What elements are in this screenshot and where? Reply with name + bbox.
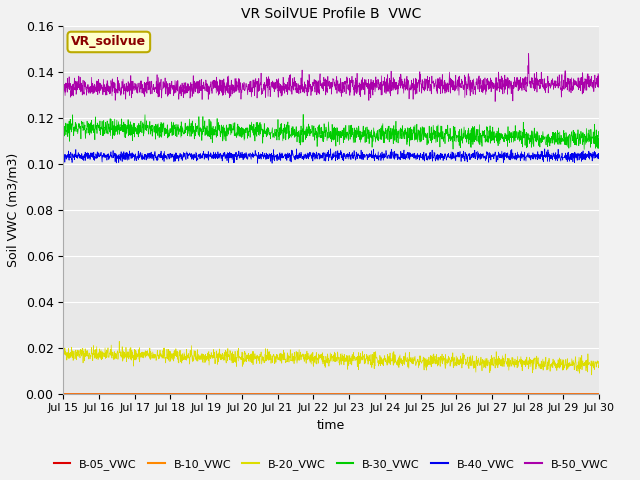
B-05_VWC bbox=[579, 391, 587, 396]
B-05_VWC bbox=[87, 391, 95, 396]
B-50_VWC bbox=[320, 74, 328, 80]
B-20_VWC bbox=[60, 349, 67, 355]
B-50_VWC bbox=[87, 90, 95, 96]
B-40_VWC bbox=[482, 155, 490, 160]
B-40_VWC bbox=[306, 149, 314, 155]
B-10_VWC bbox=[580, 391, 588, 396]
B-20_VWC bbox=[588, 372, 595, 378]
B-30_VWC bbox=[580, 130, 588, 136]
B-10_VWC bbox=[481, 391, 489, 396]
Line: B-40_VWC: B-40_VWC bbox=[63, 149, 599, 163]
B-10_VWC bbox=[320, 391, 328, 396]
X-axis label: time: time bbox=[317, 419, 346, 432]
B-10_VWC bbox=[60, 391, 67, 396]
B-40_VWC bbox=[595, 156, 603, 162]
Line: B-30_VWC: B-30_VWC bbox=[63, 114, 599, 149]
B-40_VWC bbox=[268, 160, 276, 166]
B-20_VWC bbox=[595, 365, 603, 371]
B-40_VWC bbox=[60, 155, 67, 161]
B-20_VWC bbox=[482, 360, 490, 365]
B-40_VWC bbox=[580, 156, 588, 162]
B-50_VWC bbox=[580, 87, 588, 93]
B-50_VWC bbox=[580, 79, 588, 84]
Y-axis label: Soil VWC (m3/m3): Soil VWC (m3/m3) bbox=[7, 153, 20, 267]
B-20_VWC bbox=[306, 352, 314, 358]
B-50_VWC bbox=[525, 50, 532, 56]
B-30_VWC bbox=[87, 129, 95, 135]
Line: B-20_VWC: B-20_VWC bbox=[63, 341, 599, 375]
B-10_VWC bbox=[579, 391, 587, 396]
B-40_VWC bbox=[580, 153, 588, 159]
B-30_VWC bbox=[595, 134, 603, 140]
B-20_VWC bbox=[320, 359, 328, 364]
B-30_VWC bbox=[306, 133, 314, 139]
B-20_VWC bbox=[580, 361, 588, 367]
B-20_VWC bbox=[115, 338, 123, 344]
B-50_VWC bbox=[60, 91, 67, 96]
B-20_VWC bbox=[87, 352, 95, 358]
B-50_VWC bbox=[492, 98, 499, 104]
B-30_VWC bbox=[300, 111, 307, 117]
Legend: B-05_VWC, B-10_VWC, B-20_VWC, B-30_VWC, B-40_VWC, B-50_VWC: B-05_VWC, B-10_VWC, B-20_VWC, B-30_VWC, … bbox=[49, 454, 613, 474]
B-10_VWC bbox=[306, 391, 314, 396]
B-05_VWC bbox=[481, 391, 489, 396]
B-50_VWC bbox=[595, 71, 603, 77]
B-10_VWC bbox=[595, 391, 603, 396]
B-50_VWC bbox=[306, 84, 314, 89]
B-30_VWC bbox=[60, 128, 67, 133]
B-40_VWC bbox=[320, 158, 328, 164]
B-05_VWC bbox=[595, 391, 603, 396]
B-50_VWC bbox=[481, 85, 489, 91]
B-30_VWC bbox=[320, 121, 328, 127]
Line: B-50_VWC: B-50_VWC bbox=[63, 53, 599, 101]
B-05_VWC bbox=[580, 391, 588, 396]
Title: VR SoilVUE Profile B  VWC: VR SoilVUE Profile B VWC bbox=[241, 7, 421, 21]
B-40_VWC bbox=[87, 150, 95, 156]
B-05_VWC bbox=[60, 391, 67, 396]
B-30_VWC bbox=[580, 146, 588, 152]
B-10_VWC bbox=[87, 391, 95, 396]
B-20_VWC bbox=[580, 363, 588, 369]
B-40_VWC bbox=[326, 146, 334, 152]
B-30_VWC bbox=[580, 138, 588, 144]
B-05_VWC bbox=[320, 391, 328, 396]
Text: VR_soilvue: VR_soilvue bbox=[71, 36, 147, 48]
B-05_VWC bbox=[306, 391, 314, 396]
B-30_VWC bbox=[482, 132, 490, 138]
